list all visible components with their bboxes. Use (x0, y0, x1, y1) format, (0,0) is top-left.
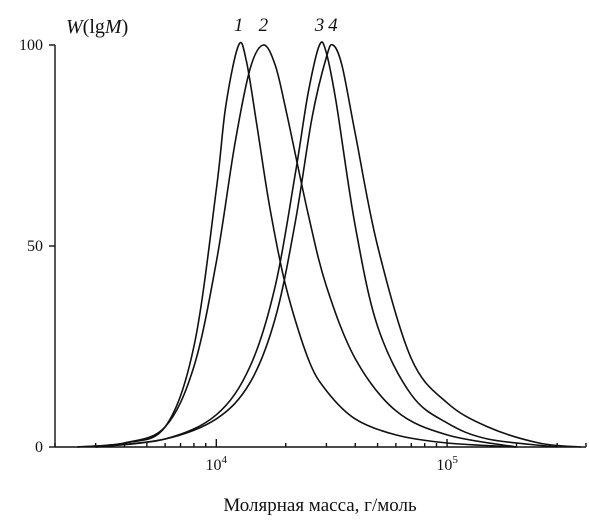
x-tick-label: 104 (206, 454, 228, 474)
series-4-line (95, 43, 581, 448)
series-4-label: 4 (328, 15, 338, 36)
series-2-line (77, 44, 517, 448)
x-axis-label: Молярная масса, г/моль (223, 495, 417, 516)
x-tick-label: 105 (436, 454, 458, 474)
series-1-label: 1 (234, 15, 244, 36)
y-tick-label: 100 (19, 37, 43, 54)
series-1-line (77, 41, 517, 448)
y-tick-label: 0 (35, 439, 43, 456)
x-ticks: 104 105 (54, 439, 587, 474)
series-group (77, 41, 581, 448)
axes (54, 45, 586, 448)
series-3-label: 3 (314, 15, 325, 36)
y-ticks: 0 50 100 (19, 37, 55, 456)
series-2-label: 2 (259, 15, 269, 36)
y-axis-label: W(lgM) (66, 16, 128, 38)
series-3-line (95, 41, 558, 448)
y-tick-label: 50 (27, 238, 43, 255)
